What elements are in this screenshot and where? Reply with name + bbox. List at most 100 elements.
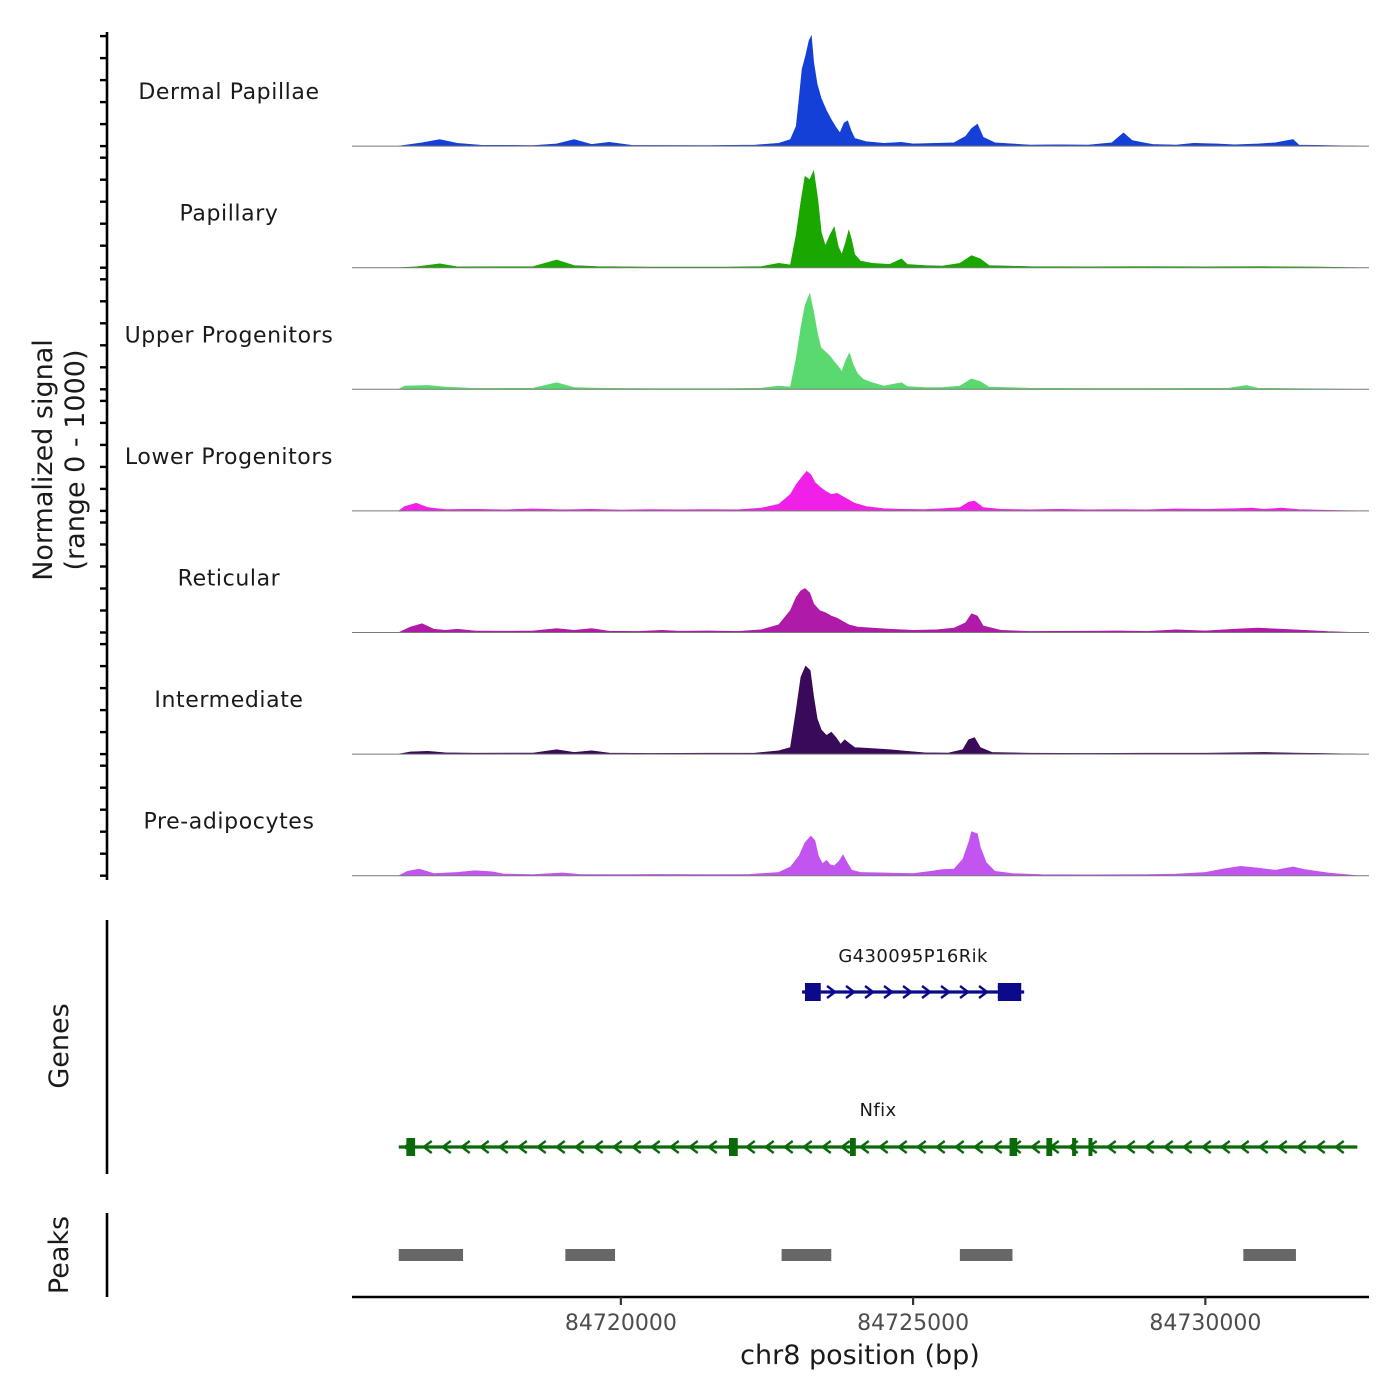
- gene-name-label: G430095P16Rik: [838, 946, 988, 967]
- strand-chevron: [592, 1140, 604, 1154]
- y-axis-title-line2: (range 0 - 1000): [60, 350, 91, 571]
- strand-chevron: [516, 1140, 528, 1154]
- strand-chevron: [1200, 1140, 1212, 1154]
- track-signal-area: [397, 292, 1358, 390]
- track-0: Dermal Papillae: [138, 35, 1369, 147]
- strand-chevron: [440, 1140, 452, 1154]
- strand-chevron: [630, 1140, 642, 1154]
- strand-chevron: [953, 1140, 965, 1154]
- strand-chevron: [877, 1140, 889, 1154]
- strand-chevron: [1181, 1140, 1193, 1154]
- strand-chevron: [864, 985, 876, 999]
- strand-chevron: [1276, 1140, 1288, 1154]
- y-axis-title-line1: Normalized signal: [28, 339, 59, 581]
- track-label: Upper Progenitors: [125, 323, 334, 348]
- track-5: Intermediate: [154, 665, 1369, 755]
- track-signal-area: [398, 35, 1358, 147]
- strand-chevron: [1333, 1140, 1345, 1154]
- strand-chevron: [921, 985, 933, 999]
- x-tick-label: 84730000: [1149, 1311, 1261, 1336]
- gene-name-label: Nfix: [860, 1100, 897, 1121]
- track-label: Dermal Papillae: [138, 80, 319, 105]
- strand-chevron: [940, 985, 952, 999]
- strand-chevron: [1295, 1140, 1307, 1154]
- strand-chevron: [763, 1140, 775, 1154]
- gene-1: Nfix: [398, 1100, 1358, 1156]
- strand-chevron: [826, 985, 838, 999]
- track-label: Pre-adipocytes: [143, 810, 314, 835]
- strand-chevron: [991, 1140, 1003, 1154]
- peak-regions: [398, 1249, 1296, 1261]
- exon-block: [1009, 1138, 1018, 1156]
- exon-block: [1072, 1138, 1077, 1156]
- track-label: Intermediate: [154, 688, 303, 713]
- strand-chevron: [915, 1140, 927, 1154]
- strand-chevron: [706, 1140, 718, 1154]
- gene-0: G430095P16Rik: [802, 946, 1025, 1001]
- strand-chevron: [801, 1140, 813, 1154]
- gene-annotations: G430095P16Rik Nfix: [398, 946, 1358, 1156]
- exon-block: [849, 1138, 856, 1156]
- track-label: Papillary: [179, 202, 278, 227]
- x-tick-label: 84725000: [857, 1311, 969, 1336]
- strand-chevron: [535, 1140, 547, 1154]
- strand-chevron: [1314, 1140, 1326, 1154]
- peak-region: [1243, 1249, 1296, 1261]
- strand-chevron: [459, 1140, 471, 1154]
- signal-y-axis-ticks: [100, 34, 107, 877]
- strand-chevron: [934, 1140, 946, 1154]
- track-1: Papillary: [179, 169, 1369, 269]
- track-4: Reticular: [178, 567, 1369, 633]
- strand-chevron: [744, 1140, 756, 1154]
- strand-chevron: [883, 985, 895, 999]
- strand-chevron: [1257, 1140, 1269, 1154]
- strand-chevron: [858, 1140, 870, 1154]
- track-label: Lower Progenitors: [125, 445, 333, 470]
- peak-region: [959, 1249, 1013, 1261]
- track-signal-area: [398, 665, 1358, 755]
- strand-chevron: [978, 985, 990, 999]
- track-signal-area: [397, 470, 1358, 512]
- strand-chevron: [1124, 1140, 1136, 1154]
- exon-block: [1046, 1138, 1053, 1156]
- strand-chevron: [497, 1140, 509, 1154]
- peaks-panel-label: Peaks: [44, 1216, 75, 1294]
- strand-chevron: [1029, 1140, 1041, 1154]
- peak-region: [565, 1249, 616, 1261]
- strand-chevron: [554, 1140, 566, 1154]
- track-label: Reticular: [178, 567, 281, 592]
- strand-chevron: [1105, 1140, 1117, 1154]
- peak-region: [398, 1249, 464, 1261]
- strand-chevron: [972, 1140, 984, 1154]
- strand-chevron: [820, 1140, 832, 1154]
- strand-chevron: [1219, 1140, 1231, 1154]
- x-tick-label: 84720000: [565, 1311, 677, 1336]
- strand-chevron: [668, 1140, 680, 1154]
- strand-chevron: [959, 985, 971, 999]
- exon-block: [728, 1138, 738, 1156]
- genes-panel-label: Genes: [44, 1003, 75, 1088]
- track-signal-area: [398, 588, 1358, 633]
- strand-chevron: [611, 1140, 623, 1154]
- strand-chevron: [421, 1140, 433, 1154]
- x-axis-title: chr8 position (bp): [740, 1340, 980, 1371]
- exon-block: [406, 1138, 416, 1156]
- track-3: Lower Progenitors: [125, 445, 1369, 512]
- strand-chevron: [1143, 1140, 1155, 1154]
- strand-chevron: [896, 1140, 908, 1154]
- strand-chevron: [649, 1140, 661, 1154]
- exon-block: [1088, 1138, 1093, 1156]
- strand-chevron: [845, 985, 857, 999]
- strand-chevron: [902, 985, 914, 999]
- strand-chevron: [478, 1140, 490, 1154]
- strand-chevron: [1162, 1140, 1174, 1154]
- track-6: Pre-adipocytes: [143, 810, 1369, 877]
- x-axis-ticks: 84720000 84725000 84730000: [565, 1297, 1261, 1336]
- strand-chevron: [573, 1140, 585, 1154]
- exon-block: [804, 983, 821, 1001]
- strand-chevron: [782, 1140, 794, 1154]
- strand-chevron: [687, 1140, 699, 1154]
- track-2: Upper Progenitors: [125, 292, 1369, 390]
- track-signal-area: [398, 831, 1358, 876]
- track-signal-area: [398, 169, 1358, 268]
